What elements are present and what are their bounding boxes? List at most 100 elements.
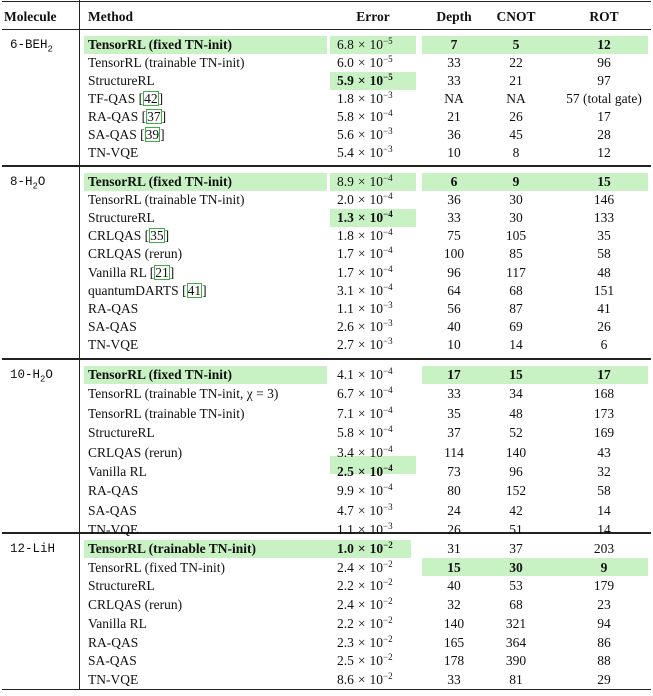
method-name: SA-QAS xyxy=(88,127,137,142)
method-name: Vanilla RL xyxy=(88,265,147,280)
cnot-value: 68 xyxy=(509,283,523,298)
depth-value: 17 xyxy=(447,367,461,382)
cnot-value: 30 xyxy=(509,210,523,225)
method-name: TensorRL (fixed TN-init) xyxy=(88,367,233,382)
depth-value: 40 xyxy=(447,578,461,593)
method-cell: StructureRL xyxy=(88,424,155,442)
error-base: 10 xyxy=(369,635,384,650)
times-sign: × xyxy=(357,616,366,631)
error-mantissa: 2.2 xyxy=(337,616,354,631)
error-mantissa: 6.0 xyxy=(337,55,354,70)
best-method-highlight xyxy=(84,173,327,191)
rot-value: 23 xyxy=(597,597,611,612)
error-exponent: −2 xyxy=(383,559,393,569)
error-value: 1.1 × 10−3 xyxy=(337,300,393,318)
times-sign: × xyxy=(357,228,366,243)
error-value: 1.8 × 10−4 xyxy=(337,227,393,245)
error-exponent: −5 xyxy=(383,36,393,46)
rot-value: 97 xyxy=(597,73,611,88)
citation-link[interactable]: 21 xyxy=(154,265,170,280)
rot-value: 12 xyxy=(597,37,611,52)
method-cell: TensorRL (trainable TN-init, χ = 3) xyxy=(88,385,278,403)
rot-value: 12 xyxy=(597,145,611,160)
error-base: 10 xyxy=(369,283,384,298)
cnot-value: 34 xyxy=(509,386,523,401)
error-value: 1.7 × 10−4 xyxy=(337,264,393,282)
bottom-rule xyxy=(2,689,651,690)
depth-value: 73 xyxy=(447,464,461,479)
error-base: 10 xyxy=(369,210,384,225)
error-value: 3.1 × 10−4 xyxy=(337,282,393,300)
error-mantissa: 2.3 xyxy=(337,635,354,650)
cnot-value: 15 xyxy=(509,367,523,382)
method-name: Vanilla RL xyxy=(88,616,147,631)
method-cell: Vanilla RL xyxy=(88,463,147,481)
error-base: 10 xyxy=(369,406,384,421)
depth-value: 33 xyxy=(447,73,461,88)
method-cell: SA-QAS xyxy=(88,652,137,670)
error-base: 10 xyxy=(369,653,384,668)
depth-value: NA xyxy=(444,91,464,106)
error-mantissa: 1.8 xyxy=(337,91,354,106)
depth-value: 6 xyxy=(450,174,458,189)
rot-value: 43 xyxy=(597,445,611,460)
rot-value: 41 xyxy=(597,301,611,316)
resource-highlight xyxy=(422,173,648,191)
citation-link[interactable]: 42 xyxy=(143,91,159,106)
rot-value: 35 xyxy=(597,228,611,243)
rot-value: 15 xyxy=(597,174,611,189)
error-mantissa: 2.4 xyxy=(337,597,354,612)
times-sign: × xyxy=(357,192,366,207)
method-name: TensorRL (trainable TN-init, xyxy=(88,386,247,401)
citation-link[interactable]: 39 xyxy=(144,127,161,142)
method-cell: RA-QAS xyxy=(88,634,138,652)
times-sign: × xyxy=(357,37,366,52)
error-value: 1.1 × 10−3 xyxy=(337,521,393,539)
cnot-value: 5 xyxy=(512,37,520,52)
molecule-name: 12-LiH xyxy=(10,542,56,556)
depth-value: 35 xyxy=(447,406,461,421)
method-cell: SA-QAS [39] xyxy=(88,127,165,142)
citation-link[interactable]: 37 xyxy=(146,109,162,124)
cnot-value: 42 xyxy=(509,503,523,518)
citation-link[interactable]: 35 xyxy=(149,228,165,243)
error-base: 10 xyxy=(369,367,384,382)
cnot-value: 51 xyxy=(509,522,523,537)
depth-value: 33 xyxy=(447,386,461,401)
error-mantissa: 5.8 xyxy=(337,425,354,440)
cnot-value: 30 xyxy=(509,560,523,575)
error-mantissa: 8.9 xyxy=(337,174,354,189)
depth-value: 100 xyxy=(443,246,465,261)
method-name: SA-QAS xyxy=(88,319,137,334)
molecule-name: 8-H xyxy=(10,175,33,189)
rot-value: 6 xyxy=(600,337,608,352)
method-name: StructureRL xyxy=(88,210,155,225)
method-cell: TN-VQE xyxy=(88,521,138,539)
error-mantissa: 1.0 xyxy=(337,541,354,556)
times-sign: × xyxy=(357,541,366,556)
rot-value: 9 xyxy=(600,560,608,575)
error-mantissa: 4.7 xyxy=(337,503,354,518)
error-value: 8.9 × 10−4 xyxy=(337,173,393,191)
citation-link[interactable]: 41 xyxy=(186,283,203,298)
error-exponent: −3 xyxy=(383,300,393,310)
times-sign: × xyxy=(357,386,366,401)
error-mantissa: 9.9 xyxy=(337,483,354,498)
error-exponent: −3 xyxy=(383,126,393,136)
resource-highlight xyxy=(422,36,648,54)
error-mantissa: 8.6 xyxy=(337,672,354,687)
rot-value: 29 xyxy=(597,672,611,687)
error-mantissa: 2.5 xyxy=(337,464,354,479)
depth-value: 96 xyxy=(447,265,461,280)
molecule-tail: O xyxy=(37,175,46,189)
method-name: StructureRL xyxy=(88,73,155,88)
times-sign: × xyxy=(357,503,366,518)
error-exponent: −3 xyxy=(383,90,393,100)
times-sign: × xyxy=(357,73,366,88)
method-name: TensorRL (fixed TN-init) xyxy=(88,560,226,575)
cnot-value: 85 xyxy=(509,246,523,261)
cnot-value: 45 xyxy=(509,127,523,142)
error-highlight xyxy=(330,173,416,191)
rot-value: 14 xyxy=(597,522,611,537)
